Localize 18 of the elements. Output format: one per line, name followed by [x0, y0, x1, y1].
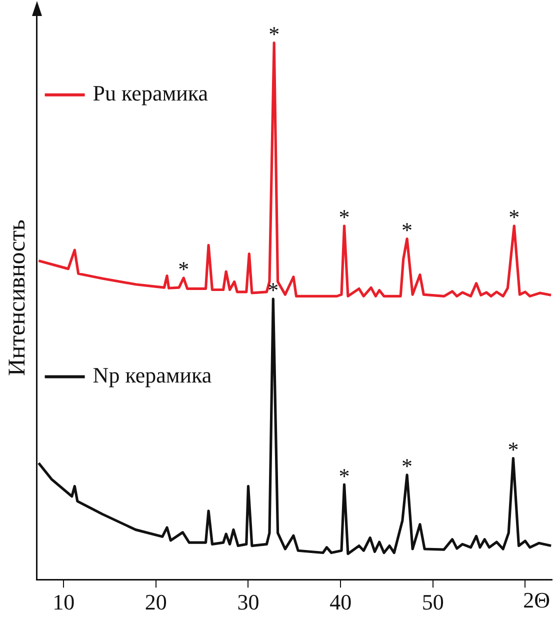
legend-label: Pu керамика	[92, 80, 208, 106]
annotation: *	[508, 204, 520, 230]
annotation: *	[338, 463, 350, 488]
annotation: *	[178, 256, 190, 282]
x-tick-label: 10	[52, 590, 75, 615]
x-tick-label: 40	[330, 590, 352, 615]
annotation: *	[402, 454, 413, 479]
legend-label: Np керамика	[92, 362, 212, 388]
annotation: *	[268, 22, 280, 47]
x-tick-label: 30	[237, 590, 260, 615]
annotation: *	[338, 204, 350, 230]
x-axis-title: 2Θ	[523, 587, 550, 612]
x-tick-label: 20	[144, 590, 167, 615]
x-tick-label: 50	[422, 590, 444, 615]
annotation: *	[508, 437, 519, 462]
y-axis-title: Интенсивность	[4, 219, 31, 376]
annotation: *	[268, 278, 279, 303]
annotation: *	[402, 218, 413, 243]
